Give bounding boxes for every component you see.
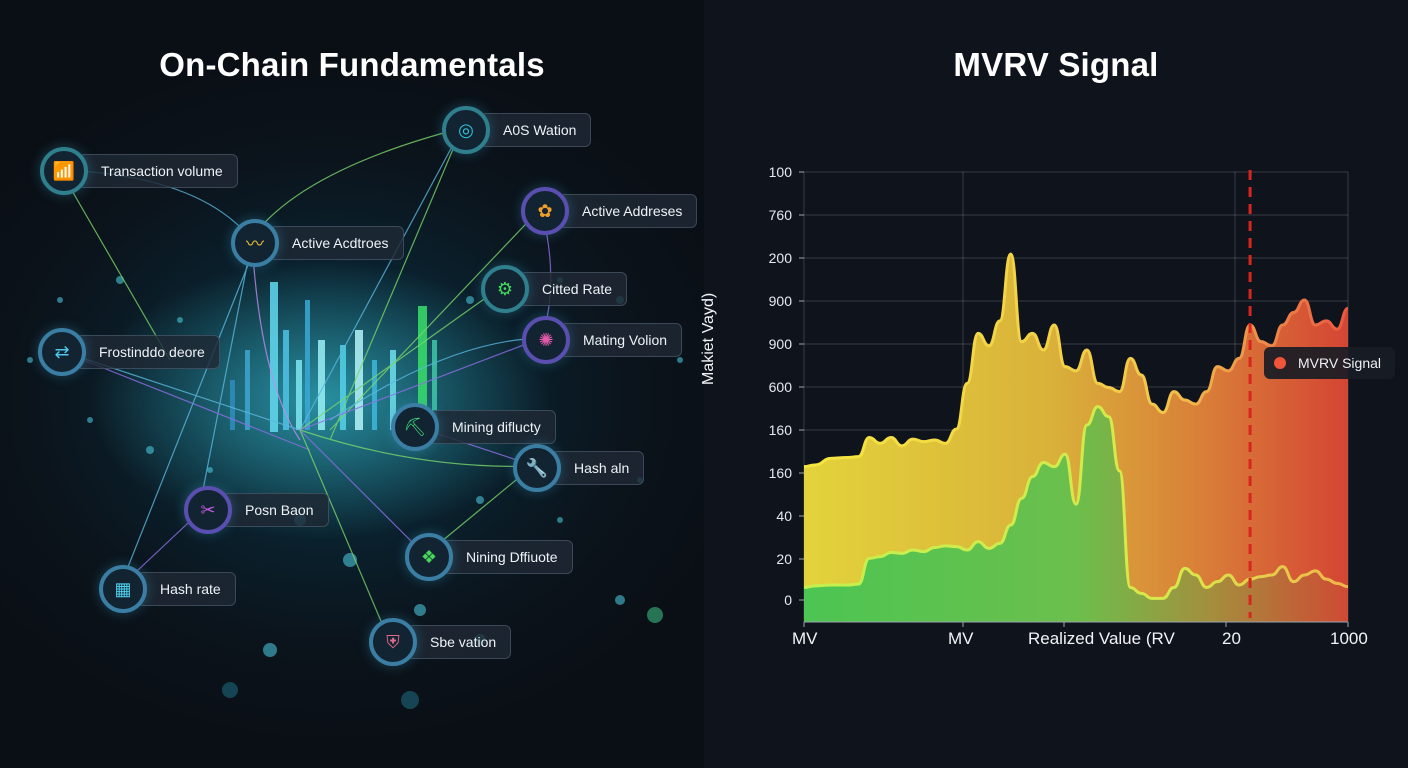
y-tick-label: 900 (768, 293, 792, 309)
y-tick-label: 200 (768, 250, 792, 266)
metric-node[interactable]: ▦ Hash rate (99, 565, 236, 613)
wrench-icon: 🔧 (513, 444, 561, 492)
x-tick-label: MV (792, 629, 818, 648)
legend-dot-icon (1274, 357, 1286, 369)
metric-node[interactable]: ✂ Posn Baon (184, 486, 329, 534)
molecule-icon: ✺ (522, 316, 570, 364)
tools-icon: ✂ (184, 486, 232, 534)
metric-node-label: Mining diflucty (429, 410, 556, 444)
pickaxe-icon: ⛏ (391, 403, 439, 451)
metric-node-label: Posn Baon (222, 493, 329, 527)
metric-node[interactable]: ◎ A0S Wation (442, 106, 592, 154)
metric-node[interactable]: 〰 Active Acdtroes (231, 219, 404, 267)
y-tick-label: 0 (784, 592, 792, 608)
x-tick-label: 20 (1222, 629, 1241, 648)
metric-node-label: Hash aln (551, 451, 645, 485)
metric-node[interactable]: ✺ Mating Volion (522, 316, 683, 364)
y-tick-label: 900 (768, 336, 792, 352)
panel-title: On-Chain Fundamentals (159, 46, 545, 83)
y-tick-label: 20 (776, 551, 792, 567)
metric-node[interactable]: 📶 Transaction volume (40, 147, 238, 195)
metric-node-label: Active Addreses (559, 194, 698, 228)
metric-node[interactable]: ⇄ Frostinddo deore (38, 328, 220, 376)
metric-node[interactable]: ⚙ Citted Rate (481, 265, 628, 313)
y-tick-label: 160 (768, 465, 792, 481)
cluster-icon: ✿ (521, 187, 569, 235)
y-axis-title: Makiet Vayd) (700, 292, 717, 385)
mvrv-signal-panel: MVRV Signal (704, 0, 1408, 768)
metric-node-label: Frostinddo deore (76, 335, 220, 369)
x-tick-label: 1000 (1330, 629, 1368, 648)
chart-legend[interactable]: MVRV Signal (1264, 347, 1396, 379)
y-tick-label: 600 (768, 379, 792, 395)
y-tick-label: 160 (768, 422, 792, 438)
metric-node[interactable]: ✿ Active Addreses (521, 187, 698, 235)
y-tick-label: 760 (768, 207, 792, 223)
metric-node-label: Mating Volion (560, 323, 683, 357)
metric-node-label: Nining Dffiuote (443, 540, 573, 574)
line-chart-icon: 〰 (231, 219, 279, 267)
gear-cluster-icon: ⚙ (481, 265, 529, 313)
metric-node-label: Hash rate (137, 572, 236, 606)
metric-node-label: Active Acdtroes (269, 226, 404, 260)
on-chain-fundamentals-panel: On-Chain Fundamentals 📶 Transaction volum… (0, 0, 704, 768)
network-visualization (27, 127, 683, 709)
metric-node-label: Transaction volume (78, 154, 238, 188)
bar-chart-icon: 📶 (40, 147, 88, 195)
x-tick-label: MV (948, 629, 974, 648)
particle-field (27, 276, 683, 709)
server-icon: ▦ (99, 565, 147, 613)
metric-node-label: Citted Rate (519, 272, 628, 306)
x-tick-label: Realized Value (RV (1028, 629, 1175, 648)
metric-node[interactable]: ⛏ Mining diflucty (391, 403, 556, 451)
metric-node[interactable]: ❖ Nining Dffiuote (405, 533, 573, 581)
metric-node-label: Sbe vation (407, 625, 512, 659)
y-tick-label: 40 (776, 508, 792, 524)
coins-icon: ◎ (442, 106, 490, 154)
chart-title: MVRV Signal (953, 46, 1159, 83)
metric-node[interactable]: ⛨ Sbe vation (369, 618, 512, 666)
metric-node-label: A0S Wation (480, 113, 592, 147)
y-tick-label: 100 (768, 164, 792, 180)
metric-node[interactable]: 🔧 Hash aln (513, 444, 645, 492)
legend-label: MVRV Signal (1298, 355, 1382, 371)
shield-icon: ⛨ (369, 618, 417, 666)
nodes-icon: ❖ (405, 533, 453, 581)
exchange-icon: ⇄ (38, 328, 86, 376)
